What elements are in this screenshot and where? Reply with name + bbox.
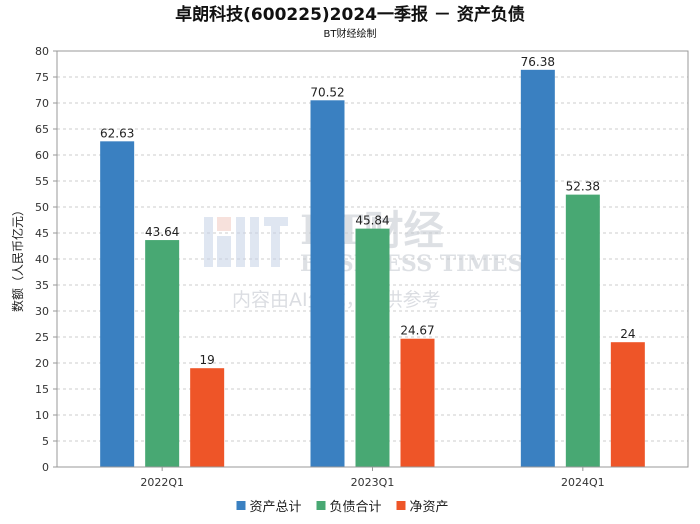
bar-2022Q1-负债合计 bbox=[145, 240, 180, 467]
y-tick-label: 60 bbox=[35, 149, 49, 162]
y-tick-label: 15 bbox=[35, 383, 49, 396]
watermark-logo bbox=[204, 217, 288, 267]
bars bbox=[100, 69, 645, 468]
bar-2022Q1-净资产 bbox=[190, 368, 225, 467]
bar-2024Q1-资产总计 bbox=[520, 69, 555, 467]
y-tick-label: 0 bbox=[42, 461, 49, 474]
legend-label: 资产总计 bbox=[250, 500, 302, 515]
y-tick-label: 35 bbox=[35, 279, 49, 292]
data-label: 24 bbox=[620, 327, 635, 341]
axes: 0 5 10 15 20 25 30 35 40 45 50 55 60 65 70 75 80 2022Q1 20… bbox=[35, 45, 689, 489]
x-tick-label: 2024Q1 bbox=[561, 476, 605, 489]
legend-label: 负债合计 bbox=[330, 500, 382, 515]
y-tick-label: 5 bbox=[42, 435, 49, 448]
data-label: 45.84 bbox=[355, 214, 389, 228]
y-tick-label: 65 bbox=[35, 123, 49, 136]
y-tick-label: 50 bbox=[35, 201, 49, 214]
chart-title: 卓朗科技(600225)2024一季报 － 资产负债 bbox=[175, 4, 525, 25]
chart-subtitle: BT财经绘制 bbox=[324, 27, 377, 40]
y-tick-label: 25 bbox=[35, 331, 49, 344]
data-label: 52.38 bbox=[566, 180, 600, 194]
data-label: 24.67 bbox=[400, 324, 434, 338]
bar-2023Q1-净资产 bbox=[400, 338, 435, 467]
x-tick-label: 2022Q1 bbox=[140, 476, 184, 489]
bar-2022Q1-资产总计 bbox=[100, 141, 135, 467]
y-tick-label: 70 bbox=[35, 97, 49, 110]
y-tick-label: 55 bbox=[35, 175, 49, 188]
x-tick-label: 2023Q1 bbox=[351, 476, 395, 489]
data-label: 43.64 bbox=[145, 225, 179, 239]
bar-2024Q1-净资产 bbox=[610, 342, 645, 467]
y-tick-label: 45 bbox=[35, 227, 49, 240]
y-tick-label: 75 bbox=[35, 71, 49, 84]
data-label: 70.52 bbox=[310, 85, 344, 99]
data-label: 19 bbox=[200, 353, 215, 367]
bar-2023Q1-负债合计 bbox=[355, 228, 390, 467]
y-tick-label: 20 bbox=[35, 357, 49, 370]
data-labels: 62.63 43.64 19 70.52 45.84 24.67 76.38 52.38 24 bbox=[100, 55, 635, 367]
legend-swatch bbox=[316, 501, 326, 510]
bar-2023Q1-资产总计 bbox=[310, 100, 345, 468]
data-label: 76.38 bbox=[521, 55, 555, 69]
data-label: 62.63 bbox=[100, 126, 134, 140]
y-tick-label: 30 bbox=[35, 305, 49, 318]
legend-swatch bbox=[236, 501, 246, 510]
y-axis-title: 数额（人民币亿元） bbox=[10, 204, 25, 312]
legend-swatch bbox=[396, 501, 406, 510]
bar-2024Q1-负债合计 bbox=[565, 194, 600, 467]
y-tick-label: 80 bbox=[35, 45, 49, 58]
legend-label: 净资产 bbox=[410, 500, 449, 515]
legend: 资产总计 负债合计 净资产 bbox=[236, 500, 449, 515]
y-tick-label: 40 bbox=[35, 253, 49, 266]
y-tick-label: 10 bbox=[35, 409, 49, 422]
